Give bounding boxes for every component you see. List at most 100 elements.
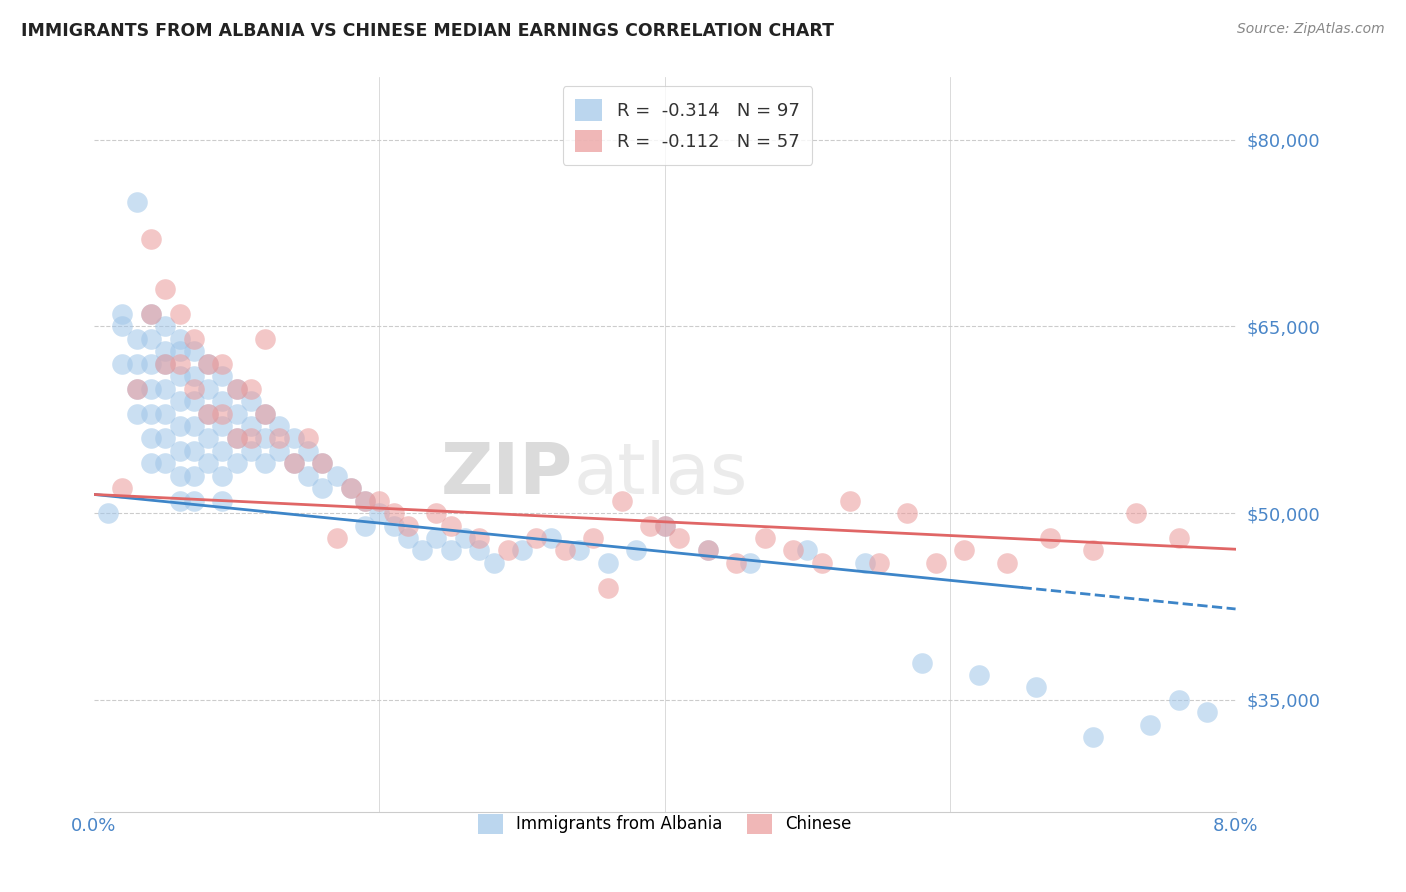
Point — [183, 332, 205, 346]
Point — [810, 556, 832, 570]
Point — [254, 332, 277, 346]
Point — [211, 443, 233, 458]
Text: ZIP: ZIP — [441, 440, 574, 508]
Point — [1025, 681, 1047, 695]
Point — [225, 456, 247, 470]
Point — [155, 432, 177, 446]
Point — [283, 432, 305, 446]
Point — [311, 456, 333, 470]
Point — [440, 543, 463, 558]
Point — [953, 543, 976, 558]
Point — [340, 481, 363, 495]
Point — [269, 443, 291, 458]
Point — [239, 443, 262, 458]
Text: atlas: atlas — [574, 440, 748, 508]
Point — [225, 382, 247, 396]
Point — [139, 357, 162, 371]
Point — [411, 543, 433, 558]
Point — [197, 407, 219, 421]
Point — [1167, 693, 1189, 707]
Point — [354, 518, 377, 533]
Point — [796, 543, 818, 558]
Point — [610, 493, 633, 508]
Point — [1081, 730, 1104, 744]
Point — [239, 419, 262, 434]
Point — [297, 443, 319, 458]
Point — [183, 382, 205, 396]
Point — [468, 531, 491, 545]
Text: IMMIGRANTS FROM ALBANIA VS CHINESE MEDIAN EARNINGS CORRELATION CHART: IMMIGRANTS FROM ALBANIA VS CHINESE MEDIA… — [21, 22, 834, 40]
Point — [169, 443, 191, 458]
Point — [853, 556, 876, 570]
Point — [297, 432, 319, 446]
Point — [454, 531, 477, 545]
Point — [510, 543, 533, 558]
Point — [382, 518, 405, 533]
Point — [254, 432, 277, 446]
Point — [568, 543, 591, 558]
Point — [582, 531, 605, 545]
Point — [111, 481, 134, 495]
Point — [197, 382, 219, 396]
Point — [269, 432, 291, 446]
Point — [155, 407, 177, 421]
Point — [596, 581, 619, 595]
Point — [967, 668, 990, 682]
Point — [468, 543, 491, 558]
Point — [111, 307, 134, 321]
Point — [540, 531, 562, 545]
Point — [155, 456, 177, 470]
Point — [139, 432, 162, 446]
Point — [482, 556, 505, 570]
Point — [139, 307, 162, 321]
Point — [139, 407, 162, 421]
Point — [254, 407, 277, 421]
Point — [169, 493, 191, 508]
Point — [197, 357, 219, 371]
Point — [211, 493, 233, 508]
Point — [239, 394, 262, 409]
Point — [125, 382, 148, 396]
Point — [1195, 706, 1218, 720]
Point — [183, 369, 205, 384]
Point — [668, 531, 690, 545]
Point — [211, 407, 233, 421]
Point — [183, 419, 205, 434]
Point — [155, 319, 177, 334]
Point — [368, 506, 391, 520]
Point — [183, 443, 205, 458]
Point — [1081, 543, 1104, 558]
Point — [225, 382, 247, 396]
Y-axis label: Median Earnings: Median Earnings — [0, 381, 7, 508]
Point — [640, 518, 662, 533]
Point — [155, 357, 177, 371]
Point — [197, 432, 219, 446]
Point — [425, 506, 447, 520]
Point — [139, 307, 162, 321]
Text: Source: ZipAtlas.com: Source: ZipAtlas.com — [1237, 22, 1385, 37]
Point — [254, 407, 277, 421]
Point — [169, 369, 191, 384]
Point — [211, 419, 233, 434]
Point — [169, 468, 191, 483]
Point — [311, 481, 333, 495]
Point — [197, 456, 219, 470]
Point — [183, 468, 205, 483]
Point — [626, 543, 648, 558]
Point — [325, 531, 347, 545]
Point — [111, 357, 134, 371]
Point — [139, 382, 162, 396]
Point — [211, 369, 233, 384]
Point — [197, 407, 219, 421]
Point — [1139, 717, 1161, 731]
Point — [197, 357, 219, 371]
Point — [211, 394, 233, 409]
Point — [169, 332, 191, 346]
Point — [169, 357, 191, 371]
Point — [754, 531, 776, 545]
Point — [896, 506, 918, 520]
Point — [340, 481, 363, 495]
Point — [368, 493, 391, 508]
Point — [554, 543, 576, 558]
Point — [211, 468, 233, 483]
